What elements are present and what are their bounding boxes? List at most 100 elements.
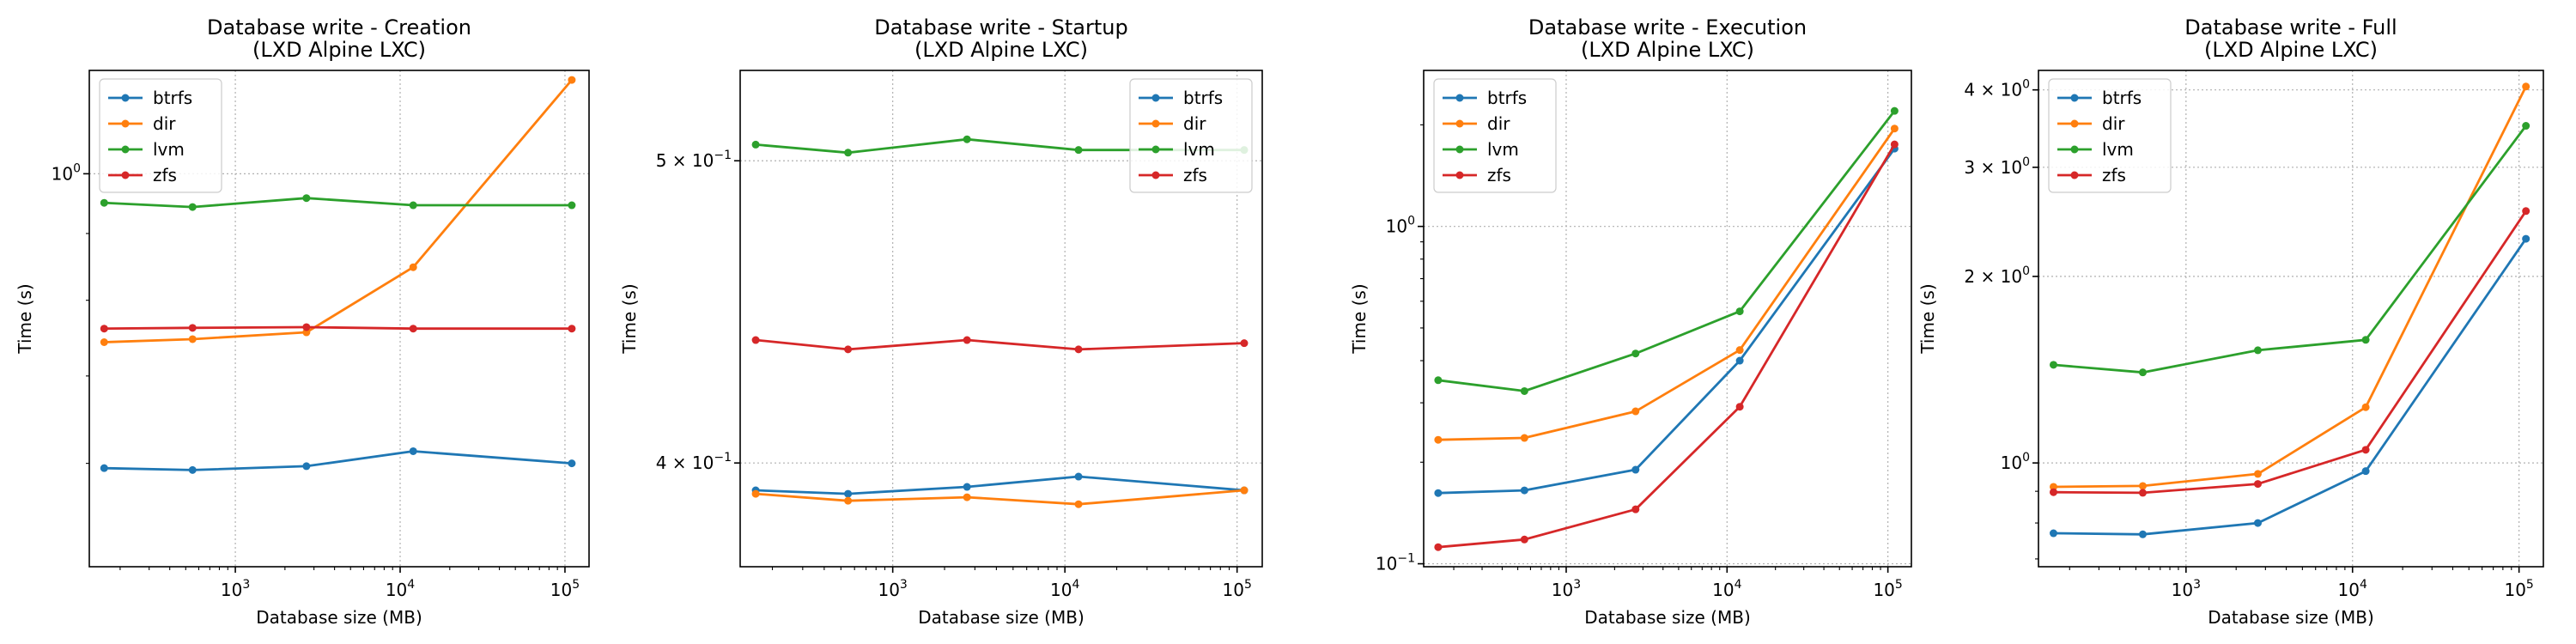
- data-point-dir: [963, 493, 971, 501]
- data-point-zfs: [100, 325, 108, 333]
- legend-label-btrfs: btrfs: [1487, 88, 1527, 108]
- series-line-btrfs: [756, 475, 1245, 495]
- x-tick-label: 104: [1050, 578, 1079, 600]
- x-tick-label: 104: [1712, 578, 1741, 600]
- data-point-lvm: [2253, 346, 2262, 355]
- data-point-zfs: [1240, 339, 1249, 348]
- x-tick-label: 104: [386, 578, 415, 600]
- legend-label-lvm: lvm: [1183, 139, 1215, 160]
- data-point-lvm: [302, 194, 311, 203]
- data-point-dir: [2361, 403, 2370, 411]
- data-point-lvm: [1735, 307, 1744, 316]
- data-point-lvm: [1631, 349, 1640, 358]
- chart-subtitle: (LXD Alpine LXC): [914, 38, 1088, 62]
- data-point-btrfs: [568, 459, 576, 468]
- series-line-zfs: [755, 338, 1245, 351]
- chart-subtitle: (LXD Alpine LXC): [252, 38, 426, 62]
- chart-panel-1: Database write - Creation(LXD Alpine LXC…: [15, 15, 590, 628]
- data-point-btrfs: [302, 462, 311, 471]
- chart-panel-4: Database write - Full(LXD Alpine LXC) 103…: [1917, 15, 2544, 628]
- legend-label-dir: dir: [1487, 113, 1510, 134]
- legend-marker-dir: [1455, 119, 1464, 128]
- data-point-dir: [2049, 483, 2057, 491]
- x-tick-label: 105: [550, 578, 580, 600]
- data-point-dir: [1890, 125, 1899, 133]
- data-point-btrfs: [963, 483, 971, 491]
- data-point-btrfs: [2522, 234, 2530, 243]
- y-tick-label: 4 × 100: [1964, 78, 2030, 100]
- data-point-lvm: [1890, 106, 1899, 115]
- data-point-dir: [1434, 435, 1443, 444]
- x-axis-label: Database size (MB): [256, 607, 422, 628]
- legend-label-lvm: lvm: [1487, 139, 1519, 160]
- legend-box: [2048, 78, 2172, 193]
- data-point-zfs: [409, 325, 417, 333]
- data-point-zfs: [2253, 480, 2262, 489]
- data-point-lvm: [188, 203, 197, 211]
- legend-marker-zfs: [121, 171, 130, 179]
- series-line-zfs: [1437, 143, 1896, 549]
- y-axis-label: Time (s): [619, 283, 640, 354]
- data-point-dir: [1735, 346, 1744, 355]
- legend-marker-dir: [1151, 119, 1160, 128]
- x-tick-label: 103: [2172, 578, 2201, 600]
- legend-marker-lvm: [121, 145, 130, 154]
- legend-marker-btrfs: [121, 94, 130, 102]
- legend-label-dir: dir: [153, 113, 176, 134]
- x-tick-label: 103: [878, 578, 907, 600]
- x-tick-label: 103: [1552, 578, 1581, 600]
- chart-title: Database write - Creation: [207, 15, 471, 39]
- data-point-btrfs: [1520, 486, 1528, 495]
- data-point-lvm: [2138, 368, 2147, 377]
- data-point-zfs: [2138, 489, 2147, 497]
- data-point-btrfs: [1735, 356, 1744, 365]
- legend-label-dir: dir: [1183, 113, 1206, 134]
- x-tick-label: 105: [1223, 578, 1252, 600]
- data-point-btrfs: [1631, 465, 1640, 474]
- x-tick-label: 104: [2338, 578, 2367, 600]
- data-point-zfs: [844, 345, 853, 354]
- legend-box: [1433, 78, 1557, 193]
- data-point-lvm: [1434, 376, 1443, 385]
- data-point-zfs: [2522, 207, 2530, 216]
- data-point-lvm: [1074, 146, 1083, 155]
- legend-label-btrfs: btrfs: [153, 88, 192, 108]
- series-line-btrfs: [104, 450, 573, 471]
- series-line-btrfs: [2053, 238, 2527, 536]
- data-point-dir: [1240, 486, 1249, 495]
- data-point-dir: [751, 489, 760, 498]
- legend-label-btrfs: btrfs: [2102, 88, 2142, 108]
- series-line-zfs: [2053, 210, 2527, 495]
- y-axis-label: Time (s): [1349, 283, 1370, 354]
- data-point-lvm: [1520, 386, 1528, 395]
- data-point-lvm: [2049, 361, 2057, 369]
- data-point-lvm: [2361, 336, 2370, 344]
- data-point-lvm: [409, 201, 417, 210]
- data-point-lvm: [568, 201, 576, 210]
- data-point-dir: [100, 337, 108, 346]
- chart-title: Database write - Startup: [874, 15, 1127, 39]
- chart-subtitle: (LXD Alpine LXC): [1581, 38, 1754, 62]
- data-point-zfs: [751, 336, 760, 344]
- data-point-btrfs: [2253, 519, 2262, 527]
- legend: btrfs dir lvm zfs: [1129, 78, 1253, 193]
- legend-marker-btrfs: [1151, 94, 1160, 102]
- data-point-dir: [568, 76, 576, 84]
- x-axis-label: Database size (MB): [918, 607, 1084, 628]
- series-line-lvm: [104, 197, 572, 209]
- legend-marker-btrfs: [1455, 94, 1464, 102]
- data-point-zfs: [963, 336, 971, 344]
- plot-frame: [88, 70, 590, 568]
- y-tick-label: 5 × 10−1: [656, 149, 732, 171]
- y-tick-label: 100: [1386, 215, 1415, 237]
- data-point-zfs: [2361, 446, 2370, 454]
- y-tick-label: 100: [52, 161, 81, 184]
- data-point-zfs: [568, 325, 576, 333]
- data-point-lvm: [2522, 122, 2530, 131]
- x-tick-label: 105: [2504, 578, 2533, 600]
- plot-frame: [739, 70, 1263, 568]
- legend-marker-zfs: [1455, 171, 1464, 179]
- x-tick-label: 103: [221, 578, 250, 600]
- y-tick-label: 4 × 10−1: [656, 451, 732, 473]
